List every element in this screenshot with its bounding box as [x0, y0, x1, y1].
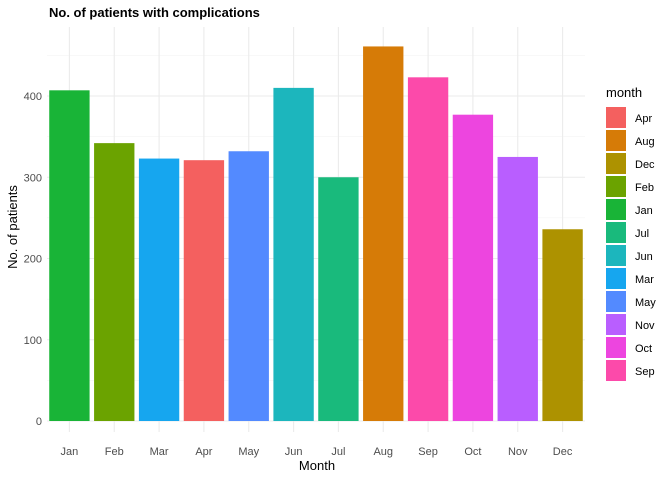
x-tick-label: Jan: [61, 446, 79, 458]
y-tick-label: 400: [24, 91, 42, 103]
bar-aug: [363, 46, 404, 421]
x-tick-label: Feb: [105, 446, 124, 458]
bar-apr: [183, 160, 225, 421]
legend-label-nov: Nov: [635, 320, 655, 332]
y-axis-tick-labels: 0 100 200 300 400: [24, 91, 42, 428]
x-tick-label: Jul: [331, 446, 345, 458]
bar-may: [228, 151, 269, 421]
bar-nov: [497, 156, 538, 421]
x-tick-label: Nov: [508, 446, 528, 458]
legend-label-feb: Feb: [635, 182, 654, 194]
legend-label-jun: Jun: [635, 251, 653, 263]
x-tick-label: Sep: [418, 446, 438, 458]
legend-label-oct: Oct: [635, 343, 652, 355]
legend-label-mar: Mar: [635, 274, 654, 286]
legend-label-apr: Apr: [635, 113, 652, 125]
y-axis-title: No. of patients: [5, 185, 20, 269]
y-tick-label: 200: [24, 254, 42, 266]
bar-oct: [452, 114, 494, 421]
y-tick-label: 100: [24, 335, 42, 347]
bar-sep: [407, 77, 449, 421]
legend-swatch-nov: [606, 314, 626, 335]
bar-jun: [273, 87, 314, 422]
legend-swatch-aug: [606, 130, 626, 151]
bar-mar: [138, 158, 180, 421]
bar-jan: [49, 90, 90, 421]
legend-label-sep: Sep: [635, 366, 655, 378]
bars: [49, 46, 583, 422]
x-tick-label: Oct: [464, 446, 481, 458]
bar-feb: [94, 143, 135, 422]
legend-swatch-apr: [606, 107, 626, 128]
legend-swatch-mar: [606, 268, 626, 289]
legend-label-may: May: [635, 297, 656, 309]
x-tick-label: Mar: [150, 446, 169, 458]
legend-swatch-dec: [606, 153, 626, 174]
bar-jul: [318, 177, 359, 421]
legend-swatch-oct: [606, 337, 626, 358]
legend-label-aug: Aug: [635, 136, 655, 148]
legend-swatch-may: [606, 291, 626, 312]
legend: month Apr Aug Dec Feb Jan Jul Jun Mar May Nov Oct S…: [606, 85, 656, 381]
x-tick-label: Jun: [285, 446, 303, 458]
x-tick-label: May: [238, 446, 259, 458]
legend-swatch-jan: [606, 199, 626, 220]
legend-label-jul: Jul: [635, 228, 649, 240]
legend-swatch-jul: [606, 222, 626, 243]
legend-label-jan: Jan: [635, 205, 653, 217]
x-tick-label: Dec: [553, 446, 573, 458]
legend-swatch-jun: [606, 245, 626, 266]
x-tick-label: Apr: [195, 446, 212, 458]
x-tick-label: Aug: [373, 446, 393, 458]
y-tick-label: 0: [36, 416, 42, 428]
x-axis-tick-labels: Jan Feb Mar Apr May Jun Jul Aug Sep Oct Nov Dec: [61, 446, 573, 458]
chart-title: No. of patients with complications: [49, 5, 260, 20]
legend-label-dec: Dec: [635, 159, 655, 171]
legend-swatch-feb: [606, 176, 626, 197]
legend-title: month: [606, 85, 642, 100]
legend-swatch-sep: [606, 360, 626, 381]
bar-dec: [542, 229, 583, 421]
x-axis-title: Month: [299, 458, 335, 473]
y-tick-label: 300: [24, 172, 42, 184]
